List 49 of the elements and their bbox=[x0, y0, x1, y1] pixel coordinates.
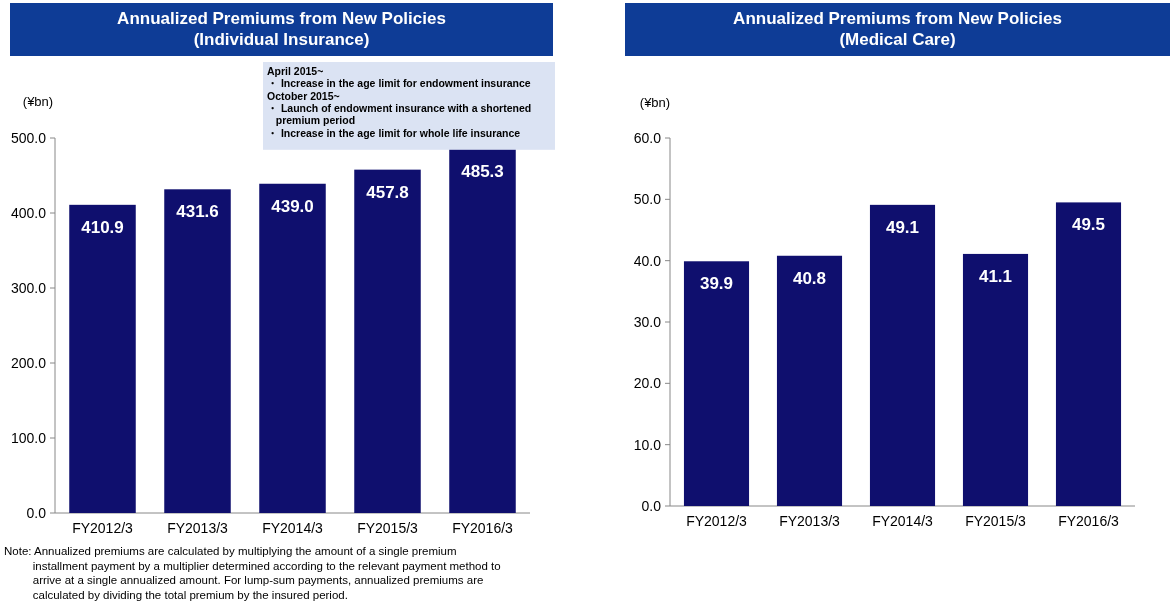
y-tick-label: 60.0 bbox=[633, 129, 662, 146]
bar bbox=[354, 169, 421, 513]
data-label: 39.9 bbox=[699, 274, 734, 294]
data-label: 431.6 bbox=[176, 202, 219, 222]
text: Note: Annualized premiums are calculated by multiplying the amount of a single premium installment payment by a multiplier determined according to the relevant payment method to arrive at a single annualized amount. For lump-sum payments, annualized premiums are calculated by dividing the total premium by the insured period. bbox=[4, 545, 501, 601]
x-tick-label: FY2013/3 bbox=[779, 513, 841, 529]
x-tick-label: FY2014/3 bbox=[262, 520, 324, 536]
y-tick-label: 0.0 bbox=[641, 497, 662, 514]
bar bbox=[869, 204, 936, 506]
data-label: 49.5 bbox=[1071, 215, 1106, 235]
x-tick-label: FY2016/3 bbox=[452, 520, 514, 536]
data-label: 457.8 bbox=[366, 182, 409, 202]
x-tick-label: FY2015/3 bbox=[965, 513, 1027, 529]
bar bbox=[962, 253, 1029, 506]
data-label: 485.3 bbox=[461, 162, 504, 182]
y-tick-label: 100.0 bbox=[10, 429, 47, 446]
y-tick-label: 200.0 bbox=[10, 354, 47, 371]
y-tick-label: 400.0 bbox=[10, 204, 47, 221]
annotation: April 2015~ ・ Increase in the age limit for endowment insurance October 2015~ ・ Launch of endowment insurance with a shortened premium period ・ Increase in the age limit for whole life insurance bbox=[267, 65, 532, 139]
y-tick-label: 30.0 bbox=[633, 313, 662, 330]
data-label: 410.9 bbox=[81, 217, 124, 237]
y-tick-label: 50.0 bbox=[633, 191, 662, 208]
bar bbox=[259, 183, 326, 513]
y-tick-label: 0.0 bbox=[26, 504, 47, 521]
x-tick-label: FY2015/3 bbox=[357, 520, 419, 536]
y-tick-label: 300.0 bbox=[10, 279, 47, 296]
bar bbox=[449, 149, 516, 513]
bar bbox=[69, 204, 136, 513]
x-tick-label: FY2012/3 bbox=[72, 520, 134, 536]
bar bbox=[776, 255, 843, 506]
chart-title: Annualized Premiums from New Policies (Medical Care) bbox=[733, 9, 1062, 49]
y-axis-title: (¥bn) bbox=[639, 95, 671, 110]
bar bbox=[1055, 202, 1122, 506]
bar bbox=[683, 261, 750, 506]
data-label: 439.0 bbox=[271, 196, 314, 216]
y-tick-label: 10.0 bbox=[633, 436, 662, 453]
chart-title: Annualized Premiums from New Policies (Individual Insurance) bbox=[117, 9, 446, 49]
x-tick-label: FY2012/3 bbox=[686, 513, 748, 529]
x-tick-label: FY2014/3 bbox=[872, 513, 934, 529]
x-tick-label: FY2016/3 bbox=[1058, 513, 1120, 529]
y-tick-label: 20.0 bbox=[633, 375, 662, 392]
data-label: 49.1 bbox=[885, 217, 920, 237]
y-axis-title: (¥bn) bbox=[22, 94, 54, 109]
data-label: 40.8 bbox=[792, 268, 827, 288]
y-tick-label: 40.0 bbox=[633, 252, 662, 269]
bar bbox=[164, 189, 231, 513]
data-label: 41.1 bbox=[978, 266, 1013, 286]
y-tick-label: 500.0 bbox=[10, 129, 47, 146]
x-tick-label: FY2013/3 bbox=[167, 520, 229, 536]
